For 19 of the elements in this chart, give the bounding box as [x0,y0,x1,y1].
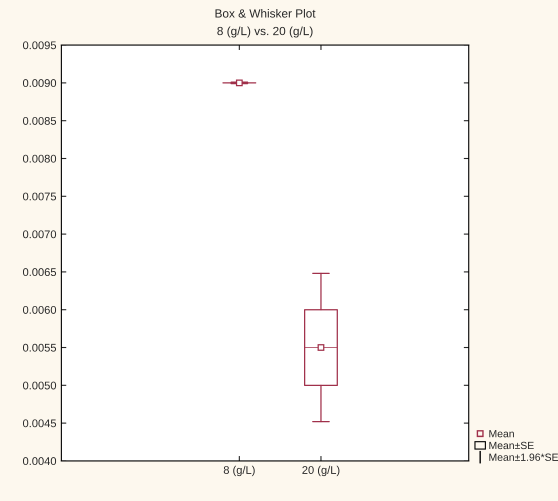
x-tick-label: 20 (g/L) [302,466,340,476]
y-tick-label: 0.0075 [22,192,56,200]
y-tick-label: 0.0055 [22,344,56,352]
y-tick-label: 0.0060 [22,306,56,314]
y-tick-label: 0.0095 [22,41,56,50]
y-tick-label: 0.0090 [22,79,56,88]
text: Mean±SE [489,442,534,450]
y-tick-label: 0.0040 [22,457,56,466]
chart-title: Box & Whisker Plot [216,8,316,18]
x-tick-label: 8 (g/L) [224,466,255,476]
text: Mean±1.96*SE [489,454,558,461]
chart-subtitle: 8 (g/L) vs. 20 (g/L) [217,26,313,38]
y-tick-label: 0.0050 [22,382,56,390]
y-tick-label: 0.0080 [22,154,56,163]
y-tick-label: 0.0085 [22,116,56,125]
legend-label: Mean [489,430,514,438]
y-tick-label: 0.0070 [22,230,56,238]
y-tick-label: 0.0045 [22,419,56,428]
y-tick-label: 0.0065 [22,268,56,276]
